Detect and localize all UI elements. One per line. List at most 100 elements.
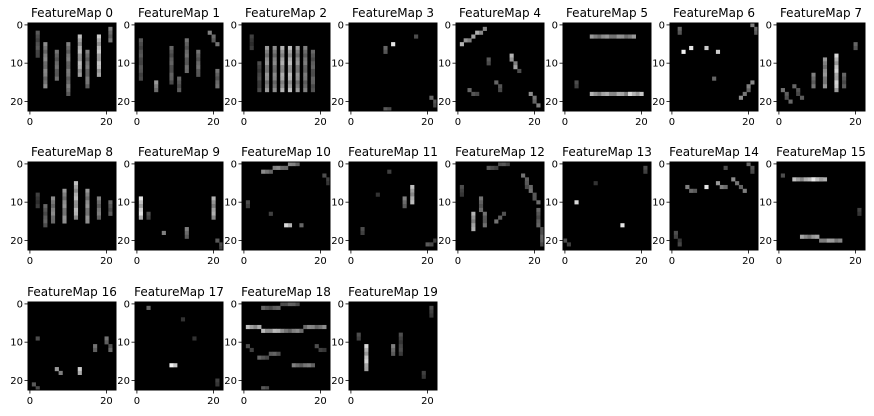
heatmap-cell (85, 53, 90, 58)
heatmap-cell (280, 49, 285, 54)
heatmap-cell (681, 49, 686, 54)
heatmap-cell (291, 162, 296, 167)
heatmap-cell (494, 219, 499, 224)
heatmap-cell (608, 91, 614, 96)
heatmap-cell (310, 57, 315, 62)
y-tick-label: 10 (652, 198, 665, 209)
heatmap-cell (295, 61, 300, 66)
heatmap-cell (77, 45, 82, 51)
heatmap-cell (138, 211, 143, 216)
heatmap-cell (387, 107, 392, 112)
heatmap-cell (834, 53, 839, 58)
heatmap-cell (245, 324, 250, 330)
heatmap-cell (628, 34, 633, 39)
heatmap-cell (482, 211, 487, 216)
heatmap-cell (77, 68, 82, 74)
heatmap-cell (295, 45, 300, 51)
panel-title: FeatureMap 3 (352, 6, 434, 20)
y-tick-label: 0 (17, 299, 23, 310)
heatmap-cell (85, 61, 90, 66)
heatmap-cell (799, 177, 805, 182)
heatmap-cell (391, 351, 396, 356)
heatmap-cell (211, 200, 216, 205)
heatmap-cell (303, 84, 308, 89)
x-tick-label: 0 (27, 396, 33, 407)
heatmap-cell (215, 72, 220, 77)
heatmap-cell (272, 53, 277, 58)
heatmap-cell (211, 204, 216, 209)
y-tick-label: 10 (224, 338, 237, 349)
heatmap-cell (108, 30, 113, 35)
heatmap-cell (819, 238, 824, 243)
heatmap-cell (284, 223, 289, 228)
heatmap-cell (494, 80, 499, 85)
y-tick-label: 10 (438, 59, 451, 70)
heatmap-cell (287, 223, 293, 228)
heatmap-cell (96, 196, 101, 201)
heatmap-cell (738, 184, 743, 190)
heatmap-cell (834, 65, 839, 70)
heatmap-cell (532, 99, 537, 104)
heatmap-cell (276, 328, 281, 333)
y-tick-label: 10 (545, 198, 558, 209)
heatmap-cell (788, 99, 793, 104)
heatmap-cell (402, 204, 407, 209)
heatmap-cell (50, 211, 56, 216)
heatmap-cell (249, 324, 254, 330)
heatmap-cell (50, 204, 56, 209)
heatmap-cell (43, 207, 48, 213)
heatmap-cell (96, 215, 101, 220)
heatmap-cell (742, 91, 747, 96)
heatmap-cell (54, 49, 59, 54)
heatmap-cell (280, 76, 285, 81)
heatmap-background (28, 23, 116, 111)
heatmap-cell (796, 88, 801, 93)
heatmap-cell (215, 238, 220, 243)
heatmap-cell (287, 88, 293, 93)
heatmap-cell (272, 165, 277, 170)
panel-title: FeatureMap 16 (27, 285, 117, 299)
heatmap-background (456, 162, 544, 250)
heatmap-background (28, 162, 116, 250)
x-tick-label: 0 (134, 396, 140, 407)
heatmap-cell (704, 184, 709, 190)
heatmap-cell (303, 61, 308, 66)
heatmap-background (670, 162, 758, 250)
heatmap-cell (593, 91, 598, 96)
heatmap-cell (50, 215, 56, 220)
panel-frame (348, 301, 438, 391)
x-tick-label: 20 (314, 117, 327, 128)
x-tick-label: 20 (421, 396, 434, 407)
heatmap-cell (593, 181, 598, 186)
heatmap-cell (723, 165, 728, 170)
heatmap-cell (612, 91, 617, 96)
heatmap-cell (822, 80, 828, 85)
heatmap-cell (807, 177, 812, 182)
heatmap-cell (77, 49, 82, 54)
heatmap-cell (211, 207, 216, 213)
heatmap-cell (50, 207, 56, 213)
heatmap-cell (433, 238, 438, 243)
panel-title: FeatureMap 10 (241, 145, 331, 159)
heatmap-cell (299, 363, 304, 368)
heatmap-cell (108, 38, 113, 43)
heatmap-cell (612, 34, 617, 39)
panel-frame (669, 161, 759, 251)
heatmap-cell (746, 162, 751, 167)
heatmap-cell (467, 88, 472, 93)
y-tick-label: 20 (331, 97, 344, 108)
heatmap-cell (574, 80, 579, 85)
x-tick-label: 0 (455, 117, 461, 128)
heatmap-cell (173, 363, 178, 368)
heatmap-cell (589, 34, 594, 39)
heatmap-cell (287, 49, 293, 54)
heatmap-cell (264, 76, 270, 81)
y-tick-label: 10 (545, 59, 558, 70)
y-tick-label: 0 (124, 20, 130, 31)
heatmap-cell (192, 336, 197, 341)
heatmap-cell (280, 88, 285, 93)
x-tick-label: 20 (635, 117, 648, 128)
heatmap-cell (77, 72, 82, 77)
heatmap-cell (169, 68, 174, 74)
heatmap-cell (138, 57, 143, 62)
